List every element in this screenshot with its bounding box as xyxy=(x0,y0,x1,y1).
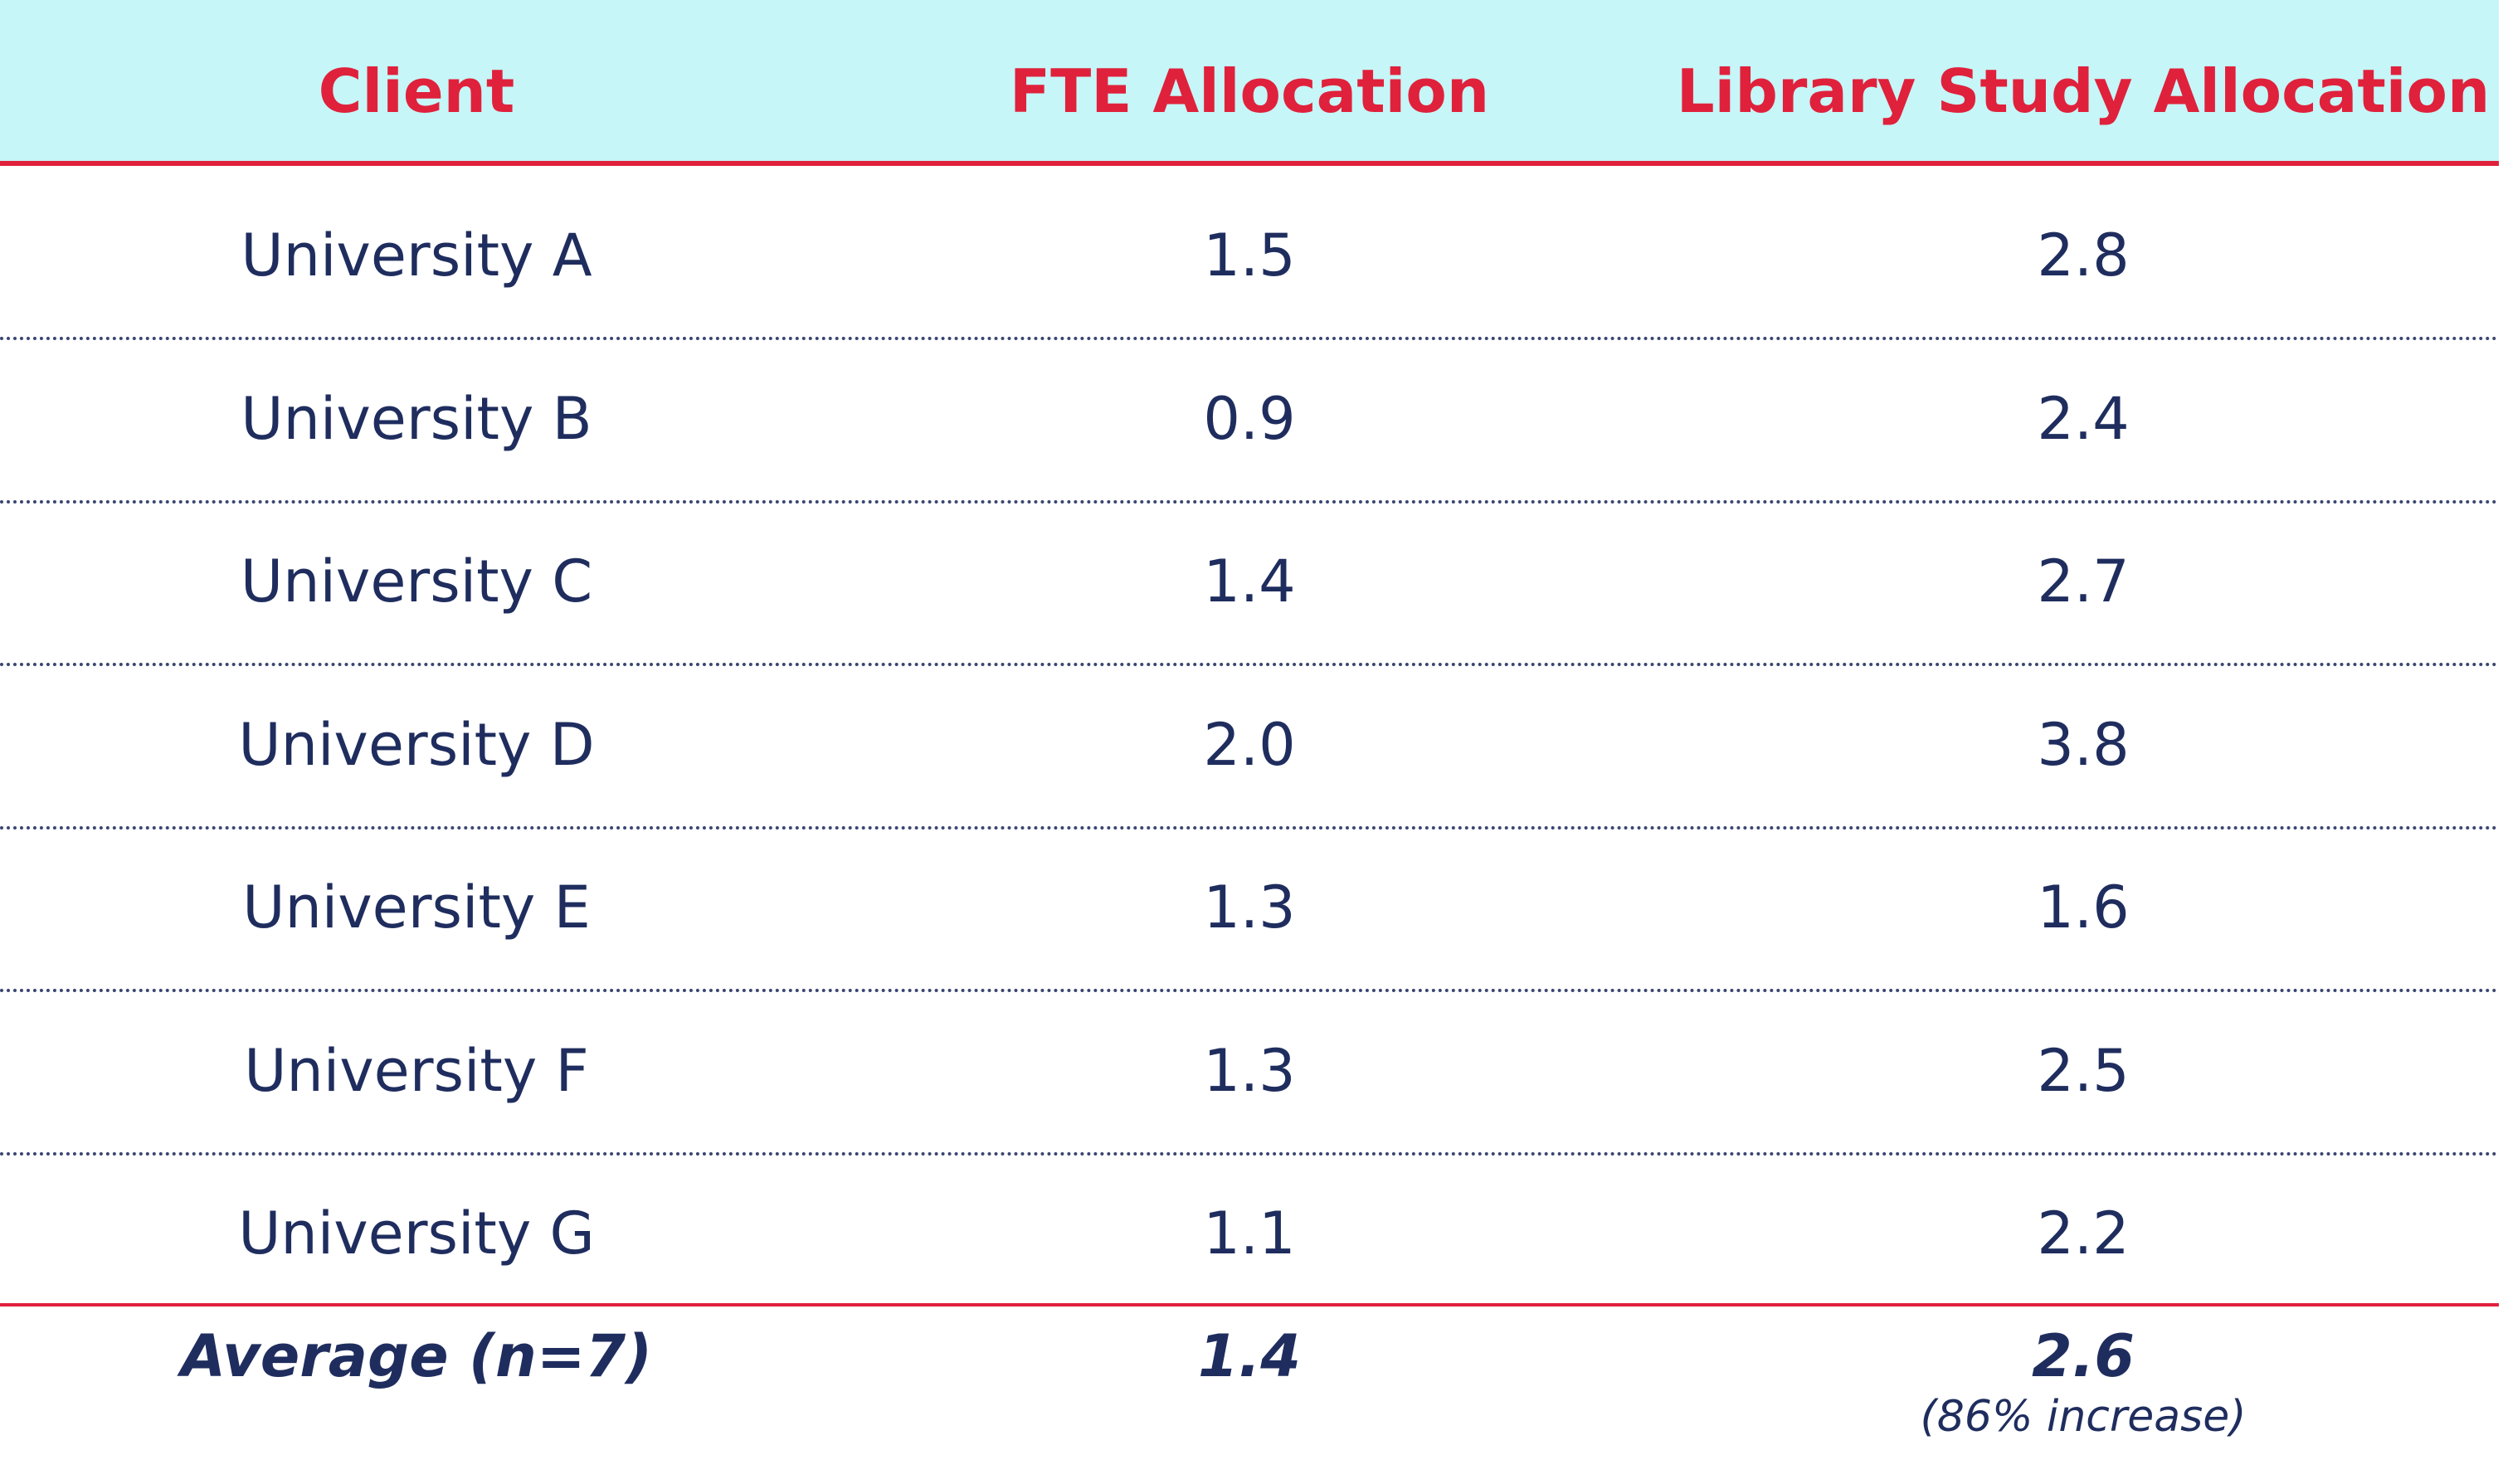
footer-note: (86% increase) xyxy=(1920,1392,2247,1442)
footer-cell: 1.4 xyxy=(1197,1322,1302,1390)
table-cell: 1.3 xyxy=(1203,873,1296,941)
table-cell: 1.3 xyxy=(1203,1036,1296,1105)
table-header xyxy=(0,0,2499,166)
footer-divider xyxy=(0,1303,2499,1306)
header-cell: Library Study Allocation xyxy=(1676,56,2491,126)
table-cell: University G xyxy=(238,1199,595,1267)
table-cell: 2.0 xyxy=(1203,710,1296,779)
row-divider xyxy=(0,989,2499,993)
row-divider xyxy=(0,663,2499,667)
table-cell: University A xyxy=(241,221,592,290)
table-cell: University F xyxy=(244,1036,589,1105)
table-cell: 1.6 xyxy=(2037,873,2130,941)
table-cell: 2.8 xyxy=(2037,221,2130,290)
table-cell: 1.5 xyxy=(1203,221,1296,290)
table-cell: 1.1 xyxy=(1203,1199,1296,1267)
table-cell: University D xyxy=(238,710,595,779)
table-cell: 0.9 xyxy=(1203,384,1296,453)
table-cell: University B xyxy=(241,384,592,453)
header-cell: FTE Allocation xyxy=(1009,56,1490,126)
row-divider xyxy=(0,825,2499,830)
table-cell: 2.4 xyxy=(2037,384,2130,453)
table-cell: 3.8 xyxy=(2037,710,2130,779)
table-cell: 1.4 xyxy=(1203,547,1296,615)
table-cell: 2.2 xyxy=(2037,1199,2130,1267)
footer-cell: Average (n=7) xyxy=(180,1322,653,1390)
table-cell: University C xyxy=(240,547,593,615)
row-divider xyxy=(0,499,2499,504)
footer-cell: 2.6 xyxy=(2031,1322,2135,1390)
row-divider xyxy=(0,1151,2499,1156)
table-cell: University E xyxy=(242,873,591,941)
table-cell: 2.5 xyxy=(2037,1036,2130,1105)
row-divider xyxy=(0,337,2499,341)
header-cell: Client xyxy=(318,56,515,126)
table-cell: 2.7 xyxy=(2037,547,2130,615)
